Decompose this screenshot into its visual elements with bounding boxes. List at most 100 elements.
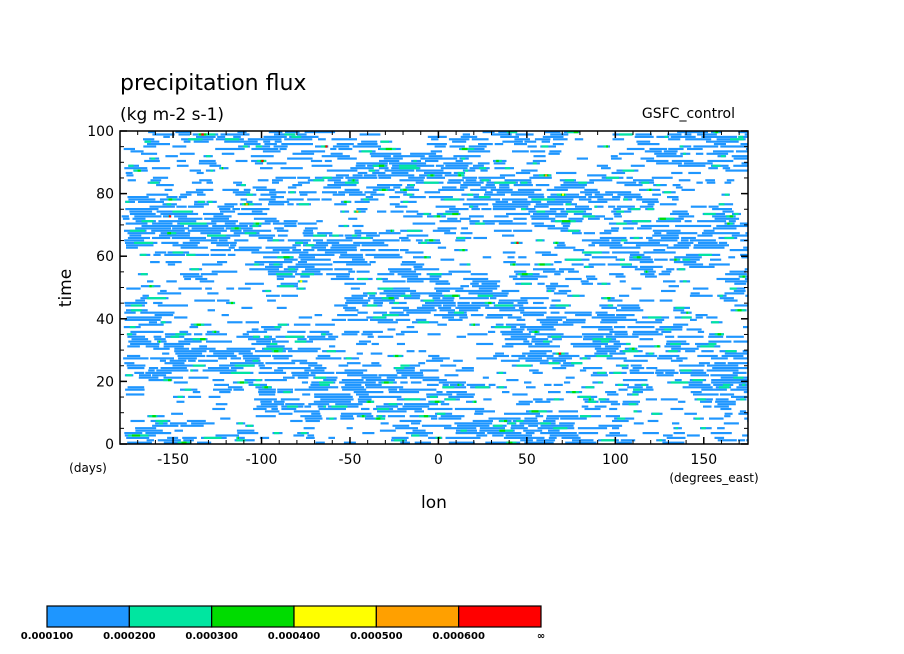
precip-cell <box>172 145 187 148</box>
precip-cell <box>297 181 310 184</box>
precip-cell <box>444 374 459 377</box>
precip-cell <box>422 304 442 307</box>
precip-cell <box>574 138 584 141</box>
precip-cell <box>160 289 167 293</box>
precip-cell <box>397 407 422 411</box>
precip-cell <box>460 285 469 288</box>
precip-cell <box>731 155 748 158</box>
precip-cell <box>682 258 691 261</box>
precip-cell <box>182 241 200 244</box>
precip-cell <box>304 227 318 230</box>
precip-cell <box>635 244 669 247</box>
precip-cell <box>418 362 426 365</box>
precip-cell <box>333 261 368 264</box>
precip-cell <box>515 171 531 175</box>
precip-cell <box>501 289 520 293</box>
precip-cell <box>156 184 174 187</box>
precip-cell <box>463 277 489 281</box>
precip-cell <box>260 400 272 403</box>
precip-cell <box>556 244 566 247</box>
precip-cell <box>338 191 363 194</box>
precip-cell <box>388 297 394 300</box>
precip-cell <box>477 162 490 165</box>
precip-cell <box>546 417 559 420</box>
precip-cell <box>647 208 654 211</box>
precip-cell <box>340 412 372 415</box>
precip-cell <box>674 379 682 382</box>
precip-cell <box>475 222 485 225</box>
precip-cell <box>348 270 356 273</box>
precip-cell <box>705 179 715 182</box>
precip-cell <box>733 164 748 167</box>
precip-cell <box>272 239 279 242</box>
precip-cell <box>620 258 624 261</box>
precip-cell <box>529 176 552 179</box>
precip-cell <box>395 354 399 358</box>
precip-cell <box>186 253 196 256</box>
precip-cell <box>377 410 407 413</box>
precip-cell <box>510 193 544 196</box>
precip-cell <box>234 227 239 230</box>
precip-cell <box>124 301 148 305</box>
precip-cell <box>640 265 663 268</box>
precip-cell <box>473 236 487 240</box>
precip-cell <box>723 299 738 302</box>
precip-cell <box>729 270 747 273</box>
precip-cell <box>521 208 526 211</box>
precip-cell <box>607 297 611 300</box>
precip-cell <box>722 383 731 386</box>
precip-cell <box>290 419 303 423</box>
precip-cell <box>619 294 630 297</box>
precip-cell <box>284 224 297 228</box>
precip-cell <box>724 292 745 295</box>
precip-cell <box>152 374 167 377</box>
precip-cell <box>605 434 628 437</box>
precip-cell <box>341 333 358 336</box>
precip-cell <box>394 191 407 194</box>
precip-cell <box>690 374 709 377</box>
precip-cell <box>276 306 287 309</box>
precip-cell <box>354 232 377 235</box>
precip-cell <box>476 342 494 346</box>
precip-cell <box>643 270 656 273</box>
precip-cell <box>176 400 185 403</box>
precip-cell <box>437 246 447 249</box>
precip-cell <box>681 188 695 191</box>
precip-cell <box>543 419 556 423</box>
precip-cell <box>426 393 453 396</box>
precip-cell <box>533 268 556 271</box>
precip-cell <box>579 395 591 398</box>
precip-cell <box>525 359 549 362</box>
precip-cell <box>141 220 154 223</box>
precip-cell <box>376 417 381 420</box>
colorbar-label: 0.000400 <box>268 631 321 642</box>
precip-cell <box>449 208 469 211</box>
precip-cell <box>377 174 415 177</box>
precip-cell <box>346 263 371 266</box>
precip-cell <box>725 280 748 283</box>
precip-cell <box>188 359 196 362</box>
precip-cell <box>554 261 562 264</box>
precip-cell <box>127 333 133 336</box>
precip-cell <box>301 381 308 384</box>
precip-cell <box>367 335 374 338</box>
precip-cell <box>460 184 481 187</box>
precip-cell <box>403 309 437 312</box>
precip-cell <box>697 354 718 358</box>
precip-cell <box>543 270 564 273</box>
precip-cell <box>373 256 403 259</box>
precip-cell <box>666 340 687 343</box>
contour-field <box>121 131 748 444</box>
colorbar-label: ∞ <box>537 631 545 642</box>
precip-cell <box>183 140 191 143</box>
precip-cell <box>356 352 363 355</box>
precip-cell <box>501 345 514 348</box>
precip-cell <box>246 330 268 333</box>
precip-cell <box>403 215 423 218</box>
precip-cell <box>510 263 531 266</box>
precip-cell <box>264 386 268 389</box>
precip-cell <box>746 439 748 442</box>
precip-cell <box>291 359 308 362</box>
precip-cell <box>199 280 215 283</box>
precip-cell <box>719 297 734 300</box>
